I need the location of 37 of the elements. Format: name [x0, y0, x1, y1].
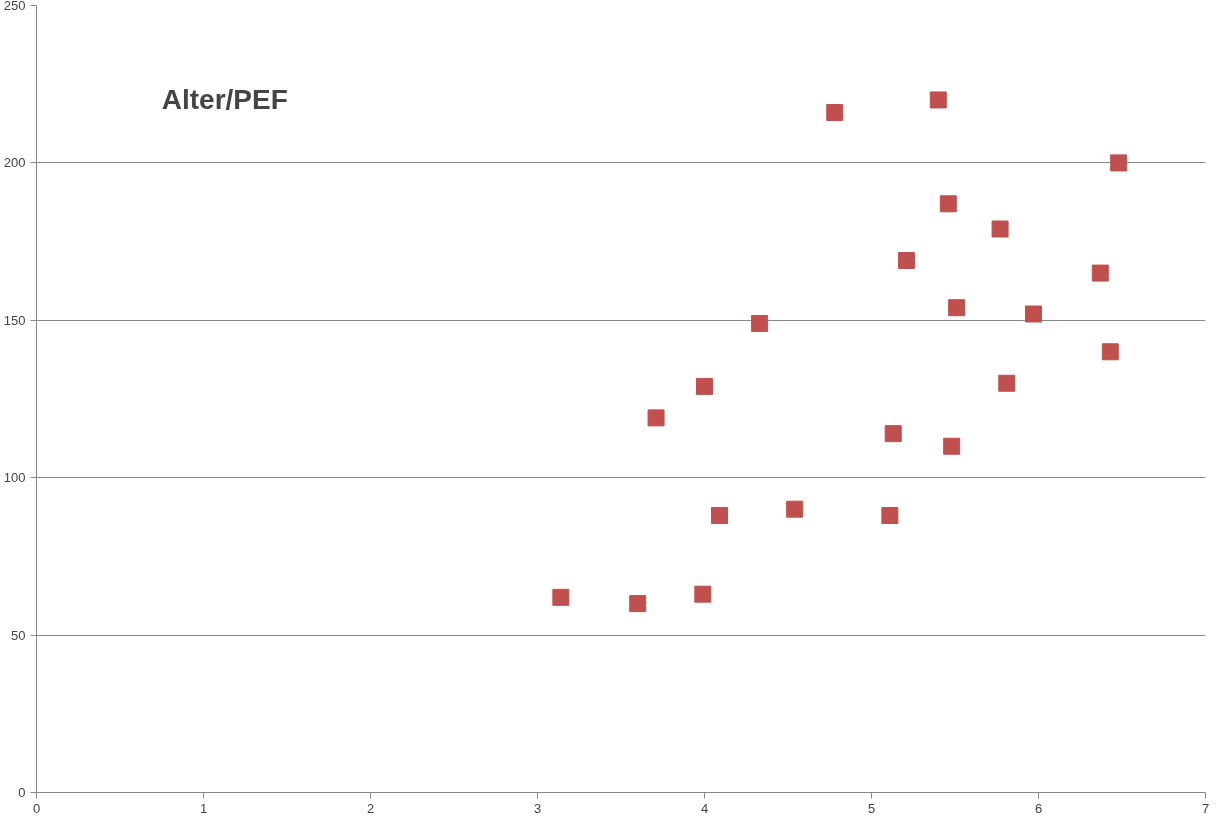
point — [826, 104, 844, 122]
point — [943, 437, 961, 455]
point — [948, 299, 966, 317]
x-tick-label: 5 — [867, 800, 876, 816]
point — [1110, 154, 1128, 172]
x-tick-label: 1 — [199, 800, 208, 816]
y-tick-label: 250 — [3, 0, 26, 13]
point — [884, 425, 902, 443]
point — [552, 588, 570, 606]
x-tick-label: 4 — [700, 800, 709, 816]
y-tick-label: 0 — [18, 785, 26, 800]
x-tick-label: 6 — [1034, 800, 1043, 816]
point — [647, 409, 665, 427]
point — [1101, 343, 1119, 361]
point — [694, 585, 712, 603]
point — [998, 374, 1016, 392]
point — [751, 314, 769, 332]
point — [696, 377, 713, 395]
point — [881, 506, 899, 524]
y-tick-label: 100 — [3, 470, 26, 486]
y-tick-label: 150 — [3, 312, 26, 328]
point — [1024, 305, 1042, 323]
x-tick-label: 0 — [32, 800, 41, 816]
point — [898, 251, 916, 269]
point — [786, 500, 804, 518]
y-tick-label: 200 — [3, 155, 26, 171]
point — [1091, 264, 1109, 282]
y-tick-label: 50 — [11, 627, 26, 643]
x-tick-label: 3 — [533, 800, 542, 816]
point — [939, 195, 957, 213]
text: Alter/PEF — [161, 84, 288, 116]
point — [929, 91, 947, 109]
point — [991, 220, 1009, 238]
point — [711, 506, 729, 524]
x-tick-label: 7 — [1201, 800, 1210, 816]
point — [629, 595, 647, 613]
x-tick-label: 2 — [366, 800, 375, 816]
